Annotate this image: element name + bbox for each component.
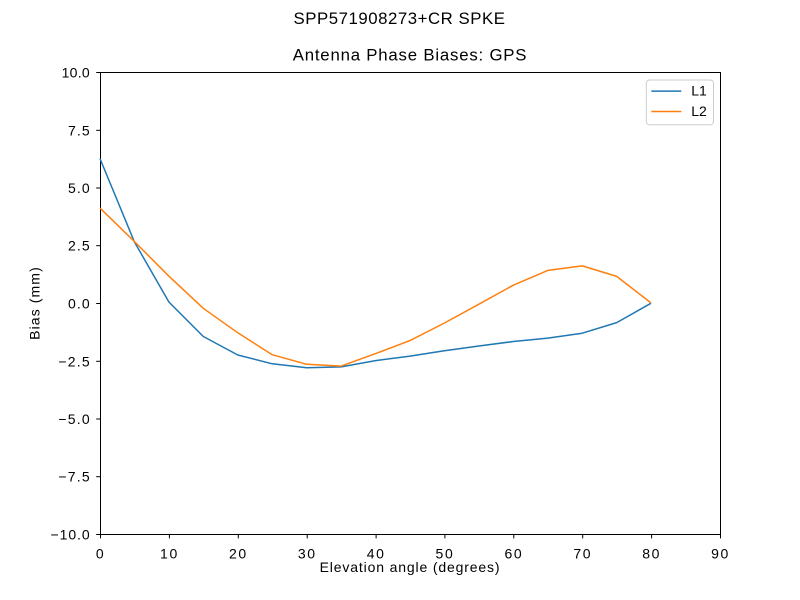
svg-text:Antenna Phase Biases: GPS: Antenna Phase Biases: GPS	[293, 46, 528, 65]
svg-text:SPP571908273+CR SPKE: SPP571908273+CR SPKE	[293, 9, 505, 28]
svg-text:−10.0: −10.0	[51, 527, 91, 543]
svg-text:40: 40	[367, 546, 385, 562]
svg-text:90: 90	[711, 546, 729, 562]
svg-text:Bias (mm): Bias (mm)	[27, 266, 43, 340]
svg-text:−5.0: −5.0	[58, 411, 90, 427]
svg-text:10: 10	[160, 546, 178, 562]
svg-text:−7.5: −7.5	[58, 469, 90, 485]
svg-text:Elevation angle (degrees): Elevation angle (degrees)	[320, 559, 501, 575]
svg-text:10.0: 10.0	[62, 65, 90, 81]
svg-text:30: 30	[298, 546, 316, 562]
svg-text:7.5: 7.5	[68, 122, 90, 138]
svg-text:0: 0	[96, 546, 104, 562]
svg-text:−2.5: −2.5	[58, 353, 90, 369]
svg-text:70: 70	[573, 546, 591, 562]
svg-text:5.0: 5.0	[68, 180, 90, 196]
svg-text:60: 60	[504, 546, 522, 562]
svg-text:20: 20	[229, 546, 247, 562]
svg-text:0.0: 0.0	[68, 296, 90, 312]
svg-text:50: 50	[436, 546, 454, 562]
svg-text:L2: L2	[691, 103, 707, 119]
svg-text:L1: L1	[691, 83, 707, 99]
svg-text:2.5: 2.5	[68, 238, 90, 254]
svg-text:80: 80	[642, 546, 660, 562]
